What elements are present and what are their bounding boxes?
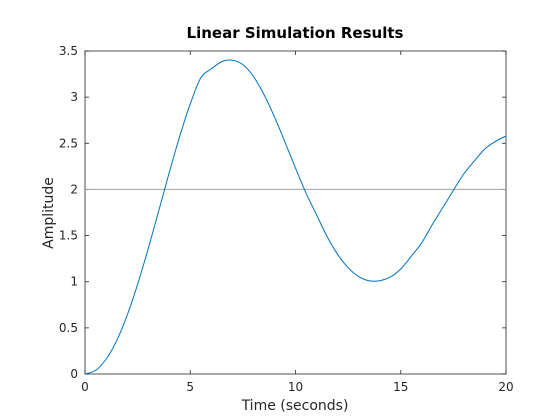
y-tick-label: 2.5 — [59, 136, 78, 150]
y-tick-label: 0 — [70, 367, 78, 381]
y-axis-ticks: 0 0.5 1 1.5 2 2.5 3 3.5 — [59, 44, 506, 381]
y-tick-label: 0.5 — [59, 321, 78, 335]
x-axis-ticks: 0 5 10 15 20 — [81, 51, 514, 394]
y-tick-label: 2 — [70, 182, 78, 196]
chart-title: Linear Simulation Results — [187, 24, 404, 42]
x-tick-label: 15 — [393, 380, 408, 394]
y-tick-label: 1.5 — [59, 229, 78, 243]
x-tick-label: 10 — [288, 380, 303, 394]
plot-area — [84, 50, 507, 375]
x-tick-label: 20 — [498, 380, 513, 394]
x-axis-label: Time (seconds) — [241, 398, 349, 414]
x-tick-label: 0 — [81, 380, 89, 394]
y-tick-label: 3 — [70, 90, 78, 104]
y-tick-label: 1 — [70, 275, 78, 289]
y-tick-label: 3.5 — [59, 44, 78, 58]
y-axis-label: Amplitude — [41, 177, 57, 249]
x-tick-label: 5 — [186, 380, 194, 394]
series-line — [84, 59, 507, 375]
